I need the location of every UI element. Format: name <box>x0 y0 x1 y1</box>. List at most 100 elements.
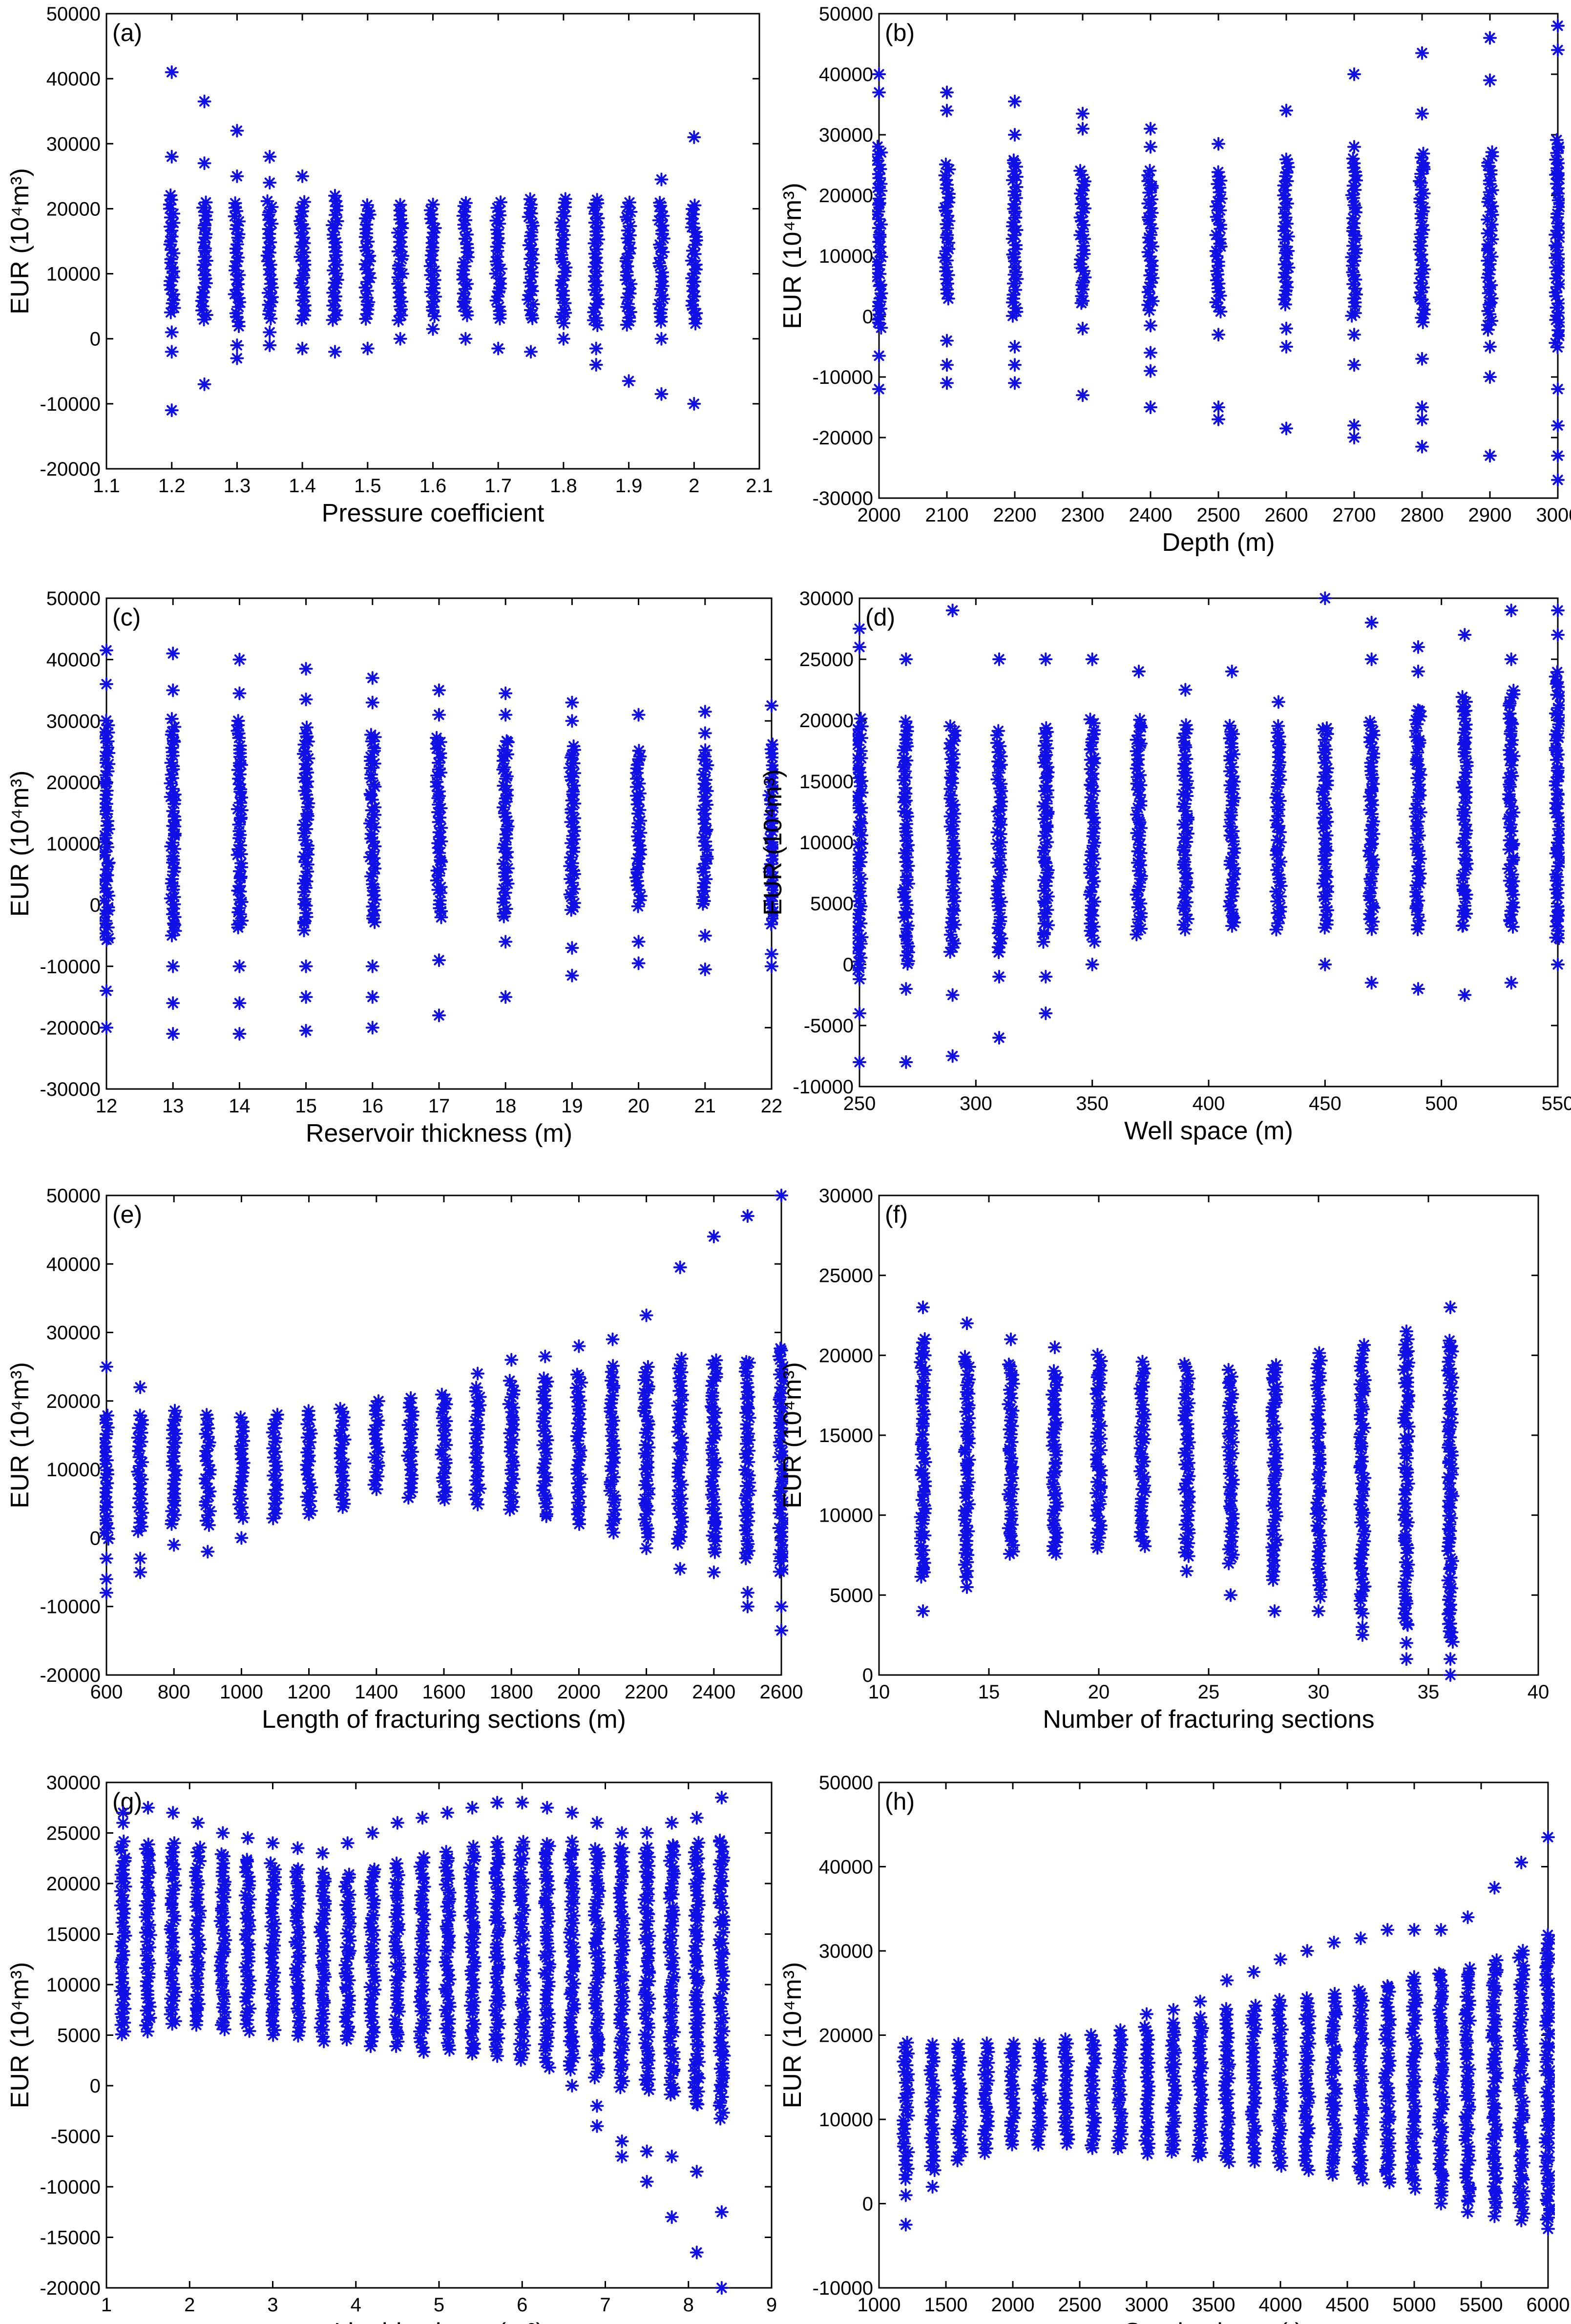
data-point <box>1481 304 1495 318</box>
outlier-point <box>631 956 646 970</box>
data-point <box>513 1853 527 1867</box>
data-point <box>101 1521 115 1535</box>
data-point <box>992 917 1006 931</box>
data-point <box>633 826 648 840</box>
data-point <box>267 1450 281 1465</box>
data-point <box>947 797 961 812</box>
data-point <box>1346 277 1360 291</box>
data-point <box>1355 1476 1369 1490</box>
data-point <box>706 1410 720 1424</box>
data-point <box>1355 1351 1369 1365</box>
data-point <box>589 311 603 325</box>
data-point <box>687 267 701 281</box>
data-point <box>567 811 582 825</box>
data-point <box>523 251 537 266</box>
data-point <box>366 909 380 923</box>
data-point <box>1087 874 1101 888</box>
data-point <box>302 1473 316 1487</box>
data-point <box>100 1457 112 1471</box>
data-point <box>297 850 311 864</box>
data-point <box>1413 191 1427 206</box>
data-point <box>1484 278 1498 292</box>
data-point <box>874 146 888 160</box>
data-point <box>1458 817 1472 832</box>
data-point <box>1278 266 1292 280</box>
data-point <box>234 856 248 870</box>
outlier-point <box>365 959 379 973</box>
x-axis-title: Length of fracturing sections (m) <box>262 1705 626 1734</box>
data-point <box>538 1419 552 1433</box>
data-point <box>873 267 887 281</box>
data-point <box>498 837 512 852</box>
data-point <box>363 850 377 864</box>
data-point <box>466 1865 480 1879</box>
outlier-point <box>1411 982 1425 996</box>
data-point <box>1506 888 1520 902</box>
y-tick-label: 0 <box>90 1528 101 1549</box>
data-point <box>1093 1359 1107 1373</box>
outlier-point <box>1087 568 1098 580</box>
data-point <box>1320 721 1334 735</box>
data-point <box>1348 272 1362 287</box>
data-point <box>1182 1484 1196 1498</box>
data-point <box>1414 239 1428 253</box>
data-point <box>697 790 711 804</box>
data-point <box>317 1967 331 1981</box>
data-point <box>853 931 864 945</box>
data-point <box>914 1355 928 1369</box>
outlier-point <box>940 85 954 100</box>
data-point <box>1459 765 1473 779</box>
data-point <box>915 1361 929 1375</box>
data-point <box>565 1835 579 1849</box>
data-point <box>490 1937 504 1951</box>
data-point <box>196 201 210 215</box>
data-point <box>766 849 778 863</box>
data-point <box>1075 289 1089 303</box>
data-point <box>1319 908 1333 922</box>
y-tick-label: 50000 <box>46 1185 101 1207</box>
data-point <box>415 1970 429 1985</box>
data-point <box>572 1441 586 1455</box>
data-point <box>1353 1497 1367 1511</box>
data-point <box>168 1473 182 1487</box>
data-point <box>1399 1564 1413 1578</box>
data-points <box>100 1189 788 1637</box>
outlier-point <box>1551 958 1565 971</box>
data-point <box>266 1425 280 1440</box>
data-point <box>536 1384 550 1399</box>
data-point <box>417 1983 431 1997</box>
data-point <box>638 1365 652 1379</box>
outlier-point <box>540 1801 554 1815</box>
data-point <box>1483 173 1497 188</box>
data-point <box>656 292 670 306</box>
data-point <box>289 1961 303 1975</box>
y-tick-label: 25000 <box>799 649 854 670</box>
data-point <box>333 1402 347 1416</box>
data-point <box>338 1880 352 1894</box>
outlier-point <box>1224 1588 1237 1602</box>
data-point <box>538 1389 552 1403</box>
data-point <box>994 835 1008 849</box>
data-point <box>709 1421 723 1435</box>
data-point <box>165 768 179 782</box>
data-point <box>1353 1359 1367 1373</box>
data-point <box>1268 1512 1282 1527</box>
data-point <box>1550 753 1564 767</box>
data-point <box>459 196 473 210</box>
data-point <box>1311 1399 1325 1413</box>
data-point <box>492 284 506 298</box>
data-point <box>371 1469 385 1484</box>
data-point <box>1179 907 1193 921</box>
outlier-point <box>197 156 211 170</box>
data-point <box>1002 1357 1016 1371</box>
outlier-point <box>365 671 379 685</box>
data-point <box>1048 1384 1062 1398</box>
data-point <box>1225 889 1239 903</box>
data-point <box>117 1981 131 1995</box>
data-point <box>326 298 340 313</box>
data-point <box>1443 1351 1457 1365</box>
data-point <box>164 2007 178 2021</box>
data-point <box>1355 1572 1369 1587</box>
data-point <box>624 205 638 219</box>
data-point <box>1316 722 1330 736</box>
